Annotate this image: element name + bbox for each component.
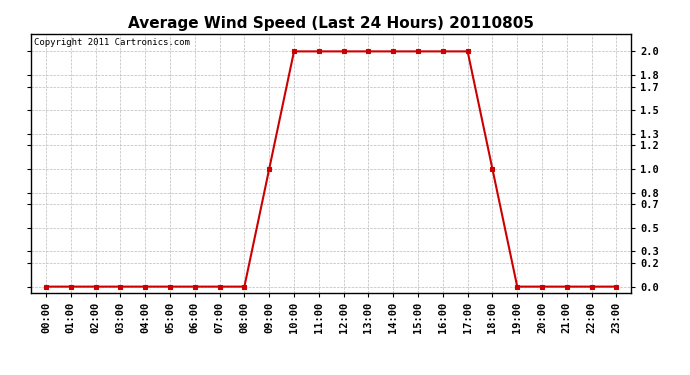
Title: Average Wind Speed (Last 24 Hours) 20110805: Average Wind Speed (Last 24 Hours) 20110… <box>128 16 534 31</box>
Text: Copyright 2011 Cartronics.com: Copyright 2011 Cartronics.com <box>34 38 190 46</box>
